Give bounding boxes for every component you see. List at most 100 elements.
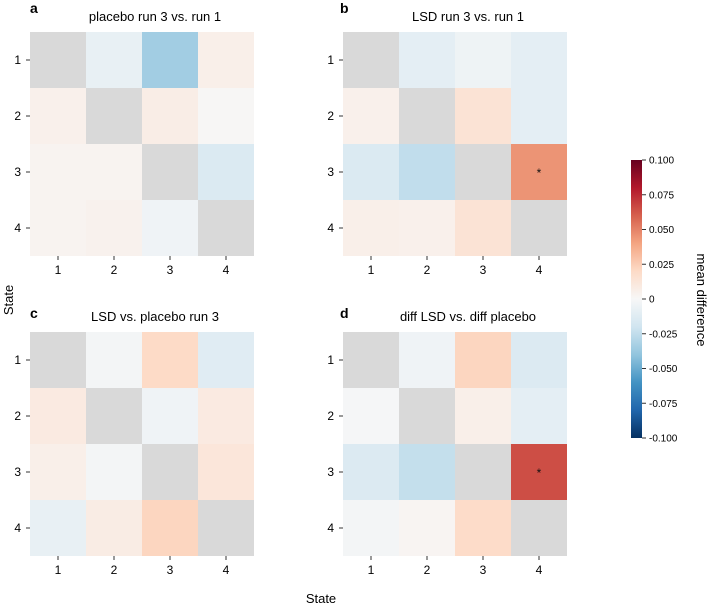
colorbar-tick-label-6: -0.025: [649, 329, 678, 340]
heatmap-panel-d: d diff LSD vs. diff placebo * 1 2 3 4 1 2 3 4: [327, 305, 567, 577]
heatmap-cell-d-r3-c4: [511, 444, 567, 500]
heatmap-cell-a-r3-c2: [86, 144, 142, 200]
heatmap-cell-b-r1-c4: [511, 32, 567, 88]
heatmap-cell-b-r4-c1: [343, 200, 399, 256]
heatmap-cell-a-r1-c4: [198, 32, 254, 88]
heatmap-cell-d-r2-c4: [511, 388, 567, 444]
heatmap-cell-c-r1-c3: [142, 332, 198, 388]
colorbar-tick-label-9: -0.100: [649, 434, 678, 445]
y-tick-label-d-1: 1: [327, 353, 334, 367]
heatmap-cell-d-r4-c4: [511, 500, 567, 556]
colorbar-tick-label-1: 0.100: [649, 156, 674, 167]
heatmap-cell-a-r2-c2: [86, 88, 142, 144]
x-tick-label-a-3: 3: [167, 263, 174, 277]
heatmap-cell-c-r2-c4: [198, 388, 254, 444]
y-tick-label-b-2: 2: [327, 109, 334, 123]
panel-title-a: placebo run 3 vs. run 1: [89, 9, 221, 24]
x-tick-label-c-2: 2: [111, 563, 118, 577]
heatmap-cell-a-r2-c1: [30, 88, 86, 144]
x-tick-label-c-3: 3: [167, 563, 174, 577]
y-tick-label-c-3: 3: [14, 465, 21, 479]
heatmap-cell-a-r1-c3: [142, 32, 198, 88]
heatmap-cell-b-r3-c4: [511, 144, 567, 200]
x-tick-label-d-1: 1: [368, 563, 375, 577]
heatmap-cell-a-r3-c4: [198, 144, 254, 200]
heatmap-cell-b-r1-c2: [399, 32, 455, 88]
panel-letter-d: d: [340, 305, 349, 321]
heatmap-panel-a: a placebo run 3 vs. run 1 1 2 3 4 1 2 3 4: [14, 0, 254, 277]
colorbar-tick-label-7: -0.050: [649, 364, 678, 375]
heatmap-cell-a-r2-c3: [142, 88, 198, 144]
x-tick-label-d-2: 2: [424, 563, 431, 577]
heatmap-cell-d-r3-c2: [399, 444, 455, 500]
heatmap-cell-d-r2-c3: [455, 388, 511, 444]
y-tick-label-d-3: 3: [327, 465, 334, 479]
heatmap-cell-b-r4-c3: [455, 200, 511, 256]
heatmap-cell-d-r1-c3: [455, 332, 511, 388]
x-tick-label-a-2: 2: [111, 263, 118, 277]
heatmap-cell-c-r3-c2: [86, 444, 142, 500]
x-tick-label-b-3: 3: [480, 263, 487, 277]
heatmap-cell-b-r2-c4: [511, 88, 567, 144]
colorbar-tick-label-2: 0.075: [649, 190, 674, 201]
heatmap-cell-b-r1-c1: [343, 32, 399, 88]
panel-title-c: LSD vs. placebo run 3: [91, 309, 219, 324]
panel-letter-b: b: [340, 0, 349, 16]
heatmap-cell-c-r1-c4: [198, 332, 254, 388]
heatmap-cell-d-r1-c2: [399, 332, 455, 388]
x-tick-label-c-4: 4: [223, 563, 230, 577]
y-tick-label-c-1: 1: [14, 353, 21, 367]
heatmap-cell-d-r3-c1: [343, 444, 399, 500]
heatmap-cell-a-r1-c1: [30, 32, 86, 88]
heatmap-cell-d-r3-c3: [455, 444, 511, 500]
heatmap-cell-c-r2-c1: [30, 388, 86, 444]
heatmap-cell-c-r3-c1: [30, 444, 86, 500]
shared-x-axis-label: State: [306, 591, 336, 606]
heatmap-cell-d-r1-c4: [511, 332, 567, 388]
y-tick-label-d-2: 2: [327, 409, 334, 423]
y-tick-label-c-2: 2: [14, 409, 21, 423]
heatmap-cell-b-r2-c1: [343, 88, 399, 144]
y-tick-label-a-2: 2: [14, 109, 21, 123]
y-tick-label-a-4: 4: [14, 221, 21, 235]
x-tick-label-b-1: 1: [368, 263, 375, 277]
heatmap-cell-d-r2-c1: [343, 388, 399, 444]
x-tick-label-d-3: 3: [480, 563, 487, 577]
colorbar-ticks: 0.100 0.075 0.050 0.025 0 -0.025 -0.050 -0.075 -…: [642, 156, 678, 445]
heatmap-cell-a-r1-c2: [86, 32, 142, 88]
x-tick-label-a-1: 1: [55, 263, 62, 277]
heatmap-cell-c-r4-c2: [86, 500, 142, 556]
heatmap-cell-d-r1-c1: [343, 332, 399, 388]
colorbar-tick-label-3: 0.050: [649, 225, 674, 236]
heatmap-cell-c-r3-c4: [198, 444, 254, 500]
colorbar-label: mean difference: [694, 254, 708, 347]
heatmap-cell-a-r4-c2: [86, 200, 142, 256]
colorbar-tick-label-4: 0.025: [649, 260, 674, 271]
heatmap-cell-c-r4-c4: [198, 500, 254, 556]
x-tick-label-a-4: 4: [223, 263, 230, 277]
y-tick-label-b-1: 1: [327, 53, 334, 67]
panel-letter-a: a: [30, 0, 38, 16]
heatmap-cell-a-r2-c4: [198, 88, 254, 144]
colorbar: 0.100 0.075 0.050 0.025 0 -0.025 -0.050 -0.075 -…: [631, 156, 678, 445]
heatmap-cell-a-r3-c1: [30, 144, 86, 200]
heatmap-cell-c-r1-c1: [30, 332, 86, 388]
x-tick-label-c-1: 1: [55, 563, 62, 577]
x-tick-label-d-4: 4: [536, 563, 543, 577]
significance-marker-b-1: *: [537, 166, 542, 180]
y-tick-label-d-4: 4: [327, 521, 334, 535]
heatmap-cell-a-r3-c3: [142, 144, 198, 200]
heatmap-cells-a: [30, 32, 254, 256]
colorbar-bar: [631, 160, 642, 438]
heatmap-cell-b-r1-c3: [455, 32, 511, 88]
colorbar-tick-label-8: -0.075: [649, 399, 678, 410]
panel-title-d: diff LSD vs. diff placebo: [400, 309, 536, 324]
heatmap-ticks-d: 1 2 3 4 1 2 3 4: [327, 353, 542, 577]
heatmap-cell-d-r4-c1: [343, 500, 399, 556]
x-tick-label-b-2: 2: [424, 263, 431, 277]
heatmap-cell-b-r3-c3: [455, 144, 511, 200]
panel-title-b: LSD run 3 vs. run 1: [412, 9, 524, 24]
heatmap-cell-b-r3-c2: [399, 144, 455, 200]
heatmap-cell-b-r4-c4: [511, 200, 567, 256]
